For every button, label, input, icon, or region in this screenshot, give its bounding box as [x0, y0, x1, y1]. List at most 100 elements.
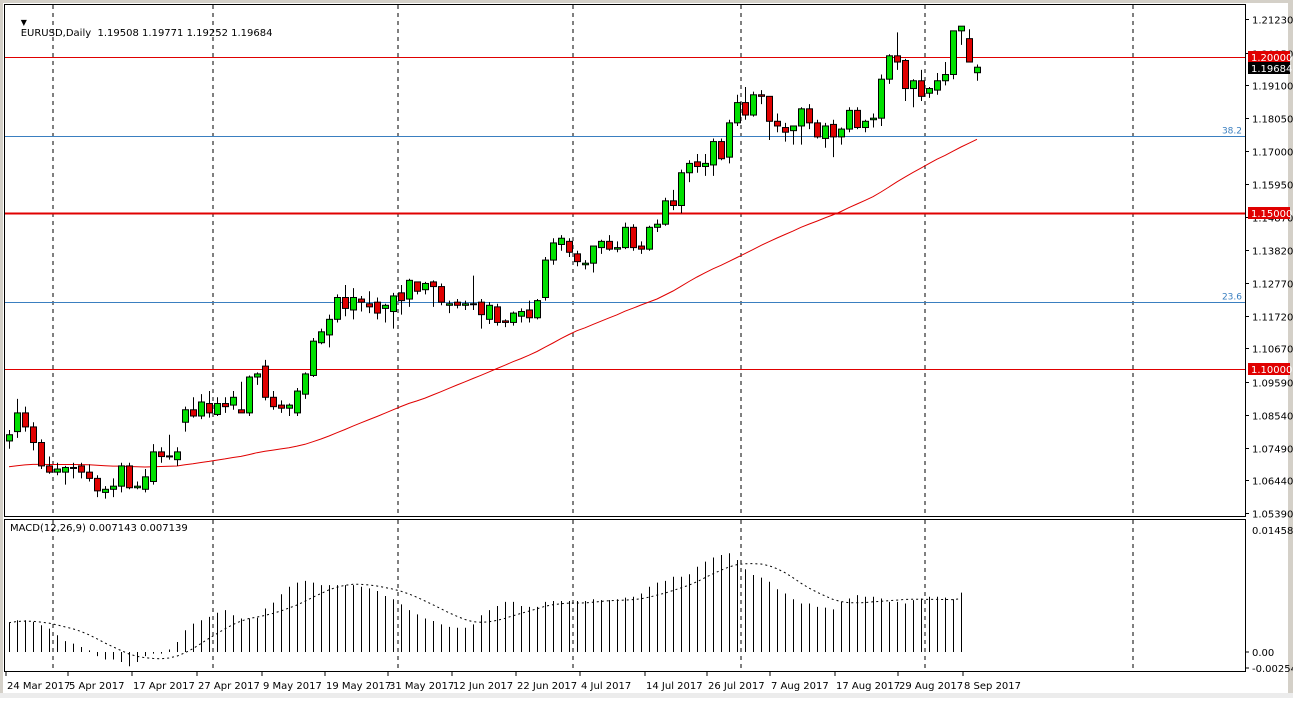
- candle[interactable]: [446, 300, 453, 314]
- candle[interactable]: [430, 280, 437, 307]
- candle[interactable]: [878, 74, 885, 126]
- candle[interactable]: [598, 239, 605, 254]
- candle[interactable]: [510, 311, 517, 326]
- candle[interactable]: [70, 462, 77, 479]
- candle[interactable]: [310, 338, 317, 378]
- candle[interactable]: [550, 238, 557, 265]
- candle[interactable]: [478, 299, 485, 329]
- candle[interactable]: [630, 224, 637, 251]
- candle[interactable]: [302, 372, 309, 399]
- candle[interactable]: [46, 456, 53, 474]
- candle[interactable]: [558, 235, 565, 251]
- candle[interactable]: [86, 464, 93, 482]
- candle[interactable]: [566, 238, 573, 257]
- candle[interactable]: [78, 462, 85, 479]
- candle[interactable]: [654, 219, 661, 233]
- candle[interactable]: [662, 197, 669, 226]
- candle[interactable]: [454, 299, 461, 309]
- candle[interactable]: [622, 222, 629, 250]
- candle[interactable]: [798, 107, 805, 145]
- candle[interactable]: [830, 119, 837, 158]
- candle[interactable]: [406, 278, 413, 307]
- candle[interactable]: [886, 54, 893, 84]
- candle[interactable]: [118, 462, 125, 493]
- candle[interactable]: [902, 58, 909, 102]
- collapse-triangle-icon[interactable]: ▼: [20, 18, 27, 27]
- candle[interactable]: [734, 94, 741, 126]
- candle[interactable]: [926, 86, 933, 98]
- candle[interactable]: [470, 275, 477, 310]
- candle[interactable]: [942, 62, 949, 86]
- candle[interactable]: [198, 394, 205, 420]
- candle[interactable]: [366, 291, 373, 314]
- candle[interactable]: [270, 391, 277, 410]
- candle[interactable]: [54, 462, 61, 476]
- candle[interactable]: [14, 398, 21, 438]
- candle[interactable]: [422, 281, 429, 295]
- candle[interactable]: [486, 302, 493, 325]
- candle[interactable]: [518, 308, 525, 323]
- candle[interactable]: [806, 104, 813, 130]
- candle[interactable]: [238, 381, 245, 414]
- candle[interactable]: [670, 189, 677, 211]
- candle[interactable]: [606, 235, 613, 251]
- candle[interactable]: [294, 387, 301, 417]
- candle[interactable]: [694, 154, 701, 173]
- candle[interactable]: [582, 260, 589, 270]
- candle[interactable]: [382, 303, 389, 323]
- candle[interactable]: [614, 241, 621, 253]
- candle[interactable]: [350, 288, 357, 320]
- candle[interactable]: [278, 400, 285, 413]
- candle[interactable]: [758, 90, 765, 105]
- candle[interactable]: [230, 391, 237, 410]
- candle[interactable]: [766, 95, 773, 141]
- candle[interactable]: [254, 372, 261, 385]
- candle[interactable]: [862, 119, 869, 133]
- candle[interactable]: [526, 300, 533, 323]
- candle[interactable]: [334, 294, 341, 323]
- candle[interactable]: [934, 72, 941, 95]
- candle[interactable]: [646, 225, 653, 251]
- candle[interactable]: [742, 86, 749, 120]
- candle[interactable]: [814, 119, 821, 139]
- candle[interactable]: [6, 430, 13, 449]
- candle[interactable]: [726, 119, 733, 164]
- candle[interactable]: [822, 122, 829, 148]
- candle[interactable]: [206, 391, 213, 418]
- candle[interactable]: [150, 444, 157, 485]
- candle[interactable]: [870, 113, 877, 128]
- candle[interactable]: [102, 486, 109, 499]
- candle[interactable]: [110, 478, 117, 498]
- candle[interactable]: [782, 122, 789, 142]
- candle[interactable]: [590, 245, 597, 273]
- candle[interactable]: [30, 422, 37, 451]
- candle[interactable]: [166, 434, 173, 460]
- candle[interactable]: [94, 475, 101, 498]
- candle[interactable]: [950, 30, 957, 80]
- candle[interactable]: [910, 79, 917, 108]
- candle[interactable]: [790, 125, 797, 145]
- candle[interactable]: [958, 25, 965, 45]
- candle[interactable]: [22, 406, 29, 432]
- candle[interactable]: [398, 285, 405, 315]
- candle[interactable]: [246, 375, 253, 417]
- candle[interactable]: [750, 91, 757, 117]
- candle[interactable]: [286, 403, 293, 417]
- candle[interactable]: [190, 397, 197, 418]
- candle[interactable]: [158, 447, 165, 463]
- candle[interactable]: [390, 292, 397, 329]
- candle[interactable]: [974, 64, 981, 81]
- candle[interactable]: [126, 462, 133, 490]
- candle[interactable]: [438, 283, 445, 306]
- candle[interactable]: [134, 481, 141, 490]
- candle[interactable]: [918, 69, 925, 102]
- candle[interactable]: [710, 138, 717, 176]
- candle[interactable]: [142, 469, 149, 493]
- candle[interactable]: [846, 107, 853, 133]
- candle[interactable]: [854, 107, 861, 130]
- candle[interactable]: [686, 160, 693, 183]
- candle[interactable]: [182, 406, 189, 432]
- candle[interactable]: [222, 397, 229, 413]
- candle[interactable]: [358, 295, 365, 312]
